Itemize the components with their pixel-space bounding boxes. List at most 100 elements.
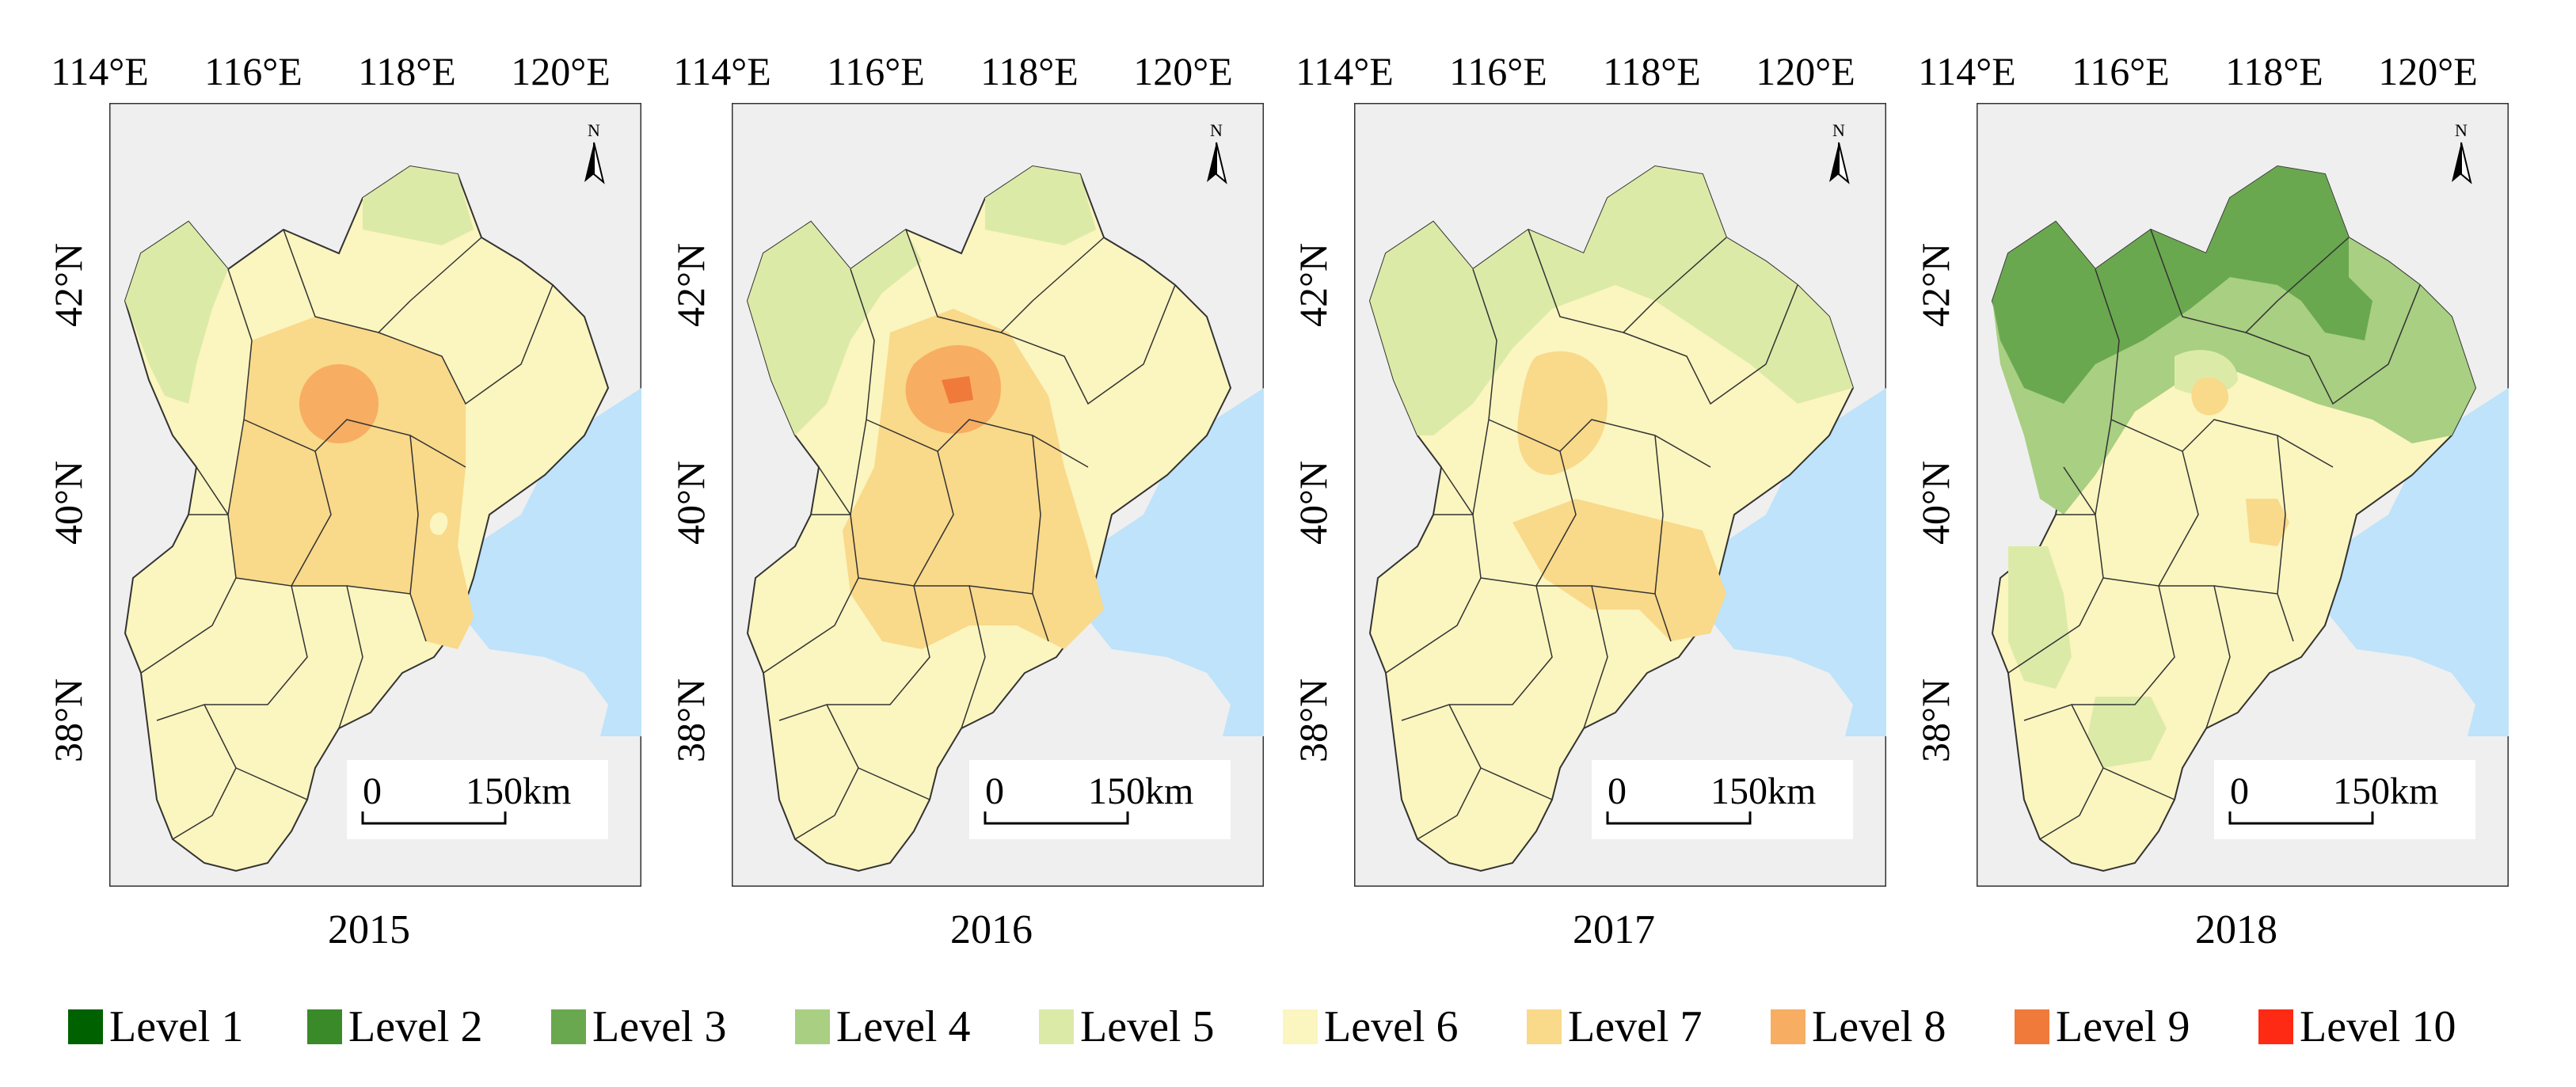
legend-label: Level 3 xyxy=(592,1002,727,1051)
map-panel-2016: 114°E 116°E 118°E 120°E 42°N 40°N 38°N xyxy=(668,48,1284,952)
lat-tick: 38°N xyxy=(46,678,90,763)
legend-item-level-8: Level 8 xyxy=(1771,999,1946,1055)
legend-swatch xyxy=(2258,1009,2293,1044)
lat-tick: 42°N xyxy=(1291,242,1335,328)
lat-tick: 38°N xyxy=(668,678,713,763)
legend-swatch xyxy=(307,1009,342,1044)
map-year-label: 2015 xyxy=(328,907,410,952)
lat-tick: 38°N xyxy=(1291,678,1335,763)
region-level-7 xyxy=(2191,377,2229,416)
lon-tick: 118°E xyxy=(1603,49,1701,93)
region-level-5 xyxy=(125,222,228,404)
map-svg: N 0 150km xyxy=(1354,103,1886,887)
lon-tick: 118°E xyxy=(358,49,456,93)
legend-swatch xyxy=(68,1009,103,1044)
region-level-5 xyxy=(363,166,474,245)
legend-swatch xyxy=(1527,1009,1562,1044)
legend-swatch xyxy=(1771,1009,1805,1044)
legend-label: Level 1 xyxy=(109,1002,244,1051)
legend-label: Level 8 xyxy=(1812,1002,1946,1051)
lat-tick: 38°N xyxy=(1913,678,1958,763)
legend-label: Level 2 xyxy=(348,1002,483,1051)
scale-bar: 0 150km xyxy=(347,760,608,839)
region-level-7 xyxy=(1512,499,1726,641)
scale-dist-label: 150km xyxy=(1088,770,1193,812)
north-arrow: N xyxy=(2452,120,2472,184)
sea-area xyxy=(458,388,641,736)
scale-dist-label: 150km xyxy=(1710,770,1816,812)
sea-area xyxy=(2325,388,2509,736)
scale-bar: 0 150km xyxy=(1592,760,1853,839)
region-level-5 xyxy=(1370,166,1853,435)
lon-tick: 120°E xyxy=(2378,49,2478,93)
region-level-5 xyxy=(985,166,1096,245)
legend-item-level-5: Level 5 xyxy=(1039,999,1214,1055)
legend-label: Level 5 xyxy=(1080,1002,1215,1051)
map-year-label: 2016 xyxy=(950,907,1033,952)
north-label: N xyxy=(588,120,600,140)
legend-label: Level 6 xyxy=(1324,1002,1459,1051)
map-svg: N 0 150km xyxy=(1977,103,2509,887)
legend-item-level-3: Level 3 xyxy=(551,999,726,1055)
lon-tick: 116°E xyxy=(1449,49,1547,93)
scale-dist-label: 150km xyxy=(466,770,571,812)
map-svg: N 0 150km xyxy=(732,103,1264,887)
lat-tick: 42°N xyxy=(46,242,90,328)
north-arrow: N xyxy=(1829,120,1850,184)
lon-tick: 114°E xyxy=(1918,49,2016,93)
legend-label: Level 7 xyxy=(1568,1002,1703,1051)
map-panel-2015: 114°E 116°E 118°E 120°E 42°N 40°N 38°N xyxy=(46,48,662,952)
legend-swatch xyxy=(1283,1009,1318,1044)
legend: Level 1 Level 2 Level 3 Level 4 Level 5 … xyxy=(68,999,2523,1055)
lon-tick: 116°E xyxy=(827,49,925,93)
legend-item-level-7: Level 7 xyxy=(1527,999,1702,1055)
map-year-label: 2017 xyxy=(1573,907,1655,952)
sea-area xyxy=(1703,388,1886,736)
north-label: N xyxy=(1832,120,1845,140)
legend-label: Level 4 xyxy=(836,1002,971,1051)
map-panel-2017: 114°E 116°E 118°E 120°E 42°N 40°N 38°N xyxy=(1291,48,1907,952)
scale-zero-label: 0 xyxy=(2230,770,2249,812)
region-level-5 xyxy=(748,222,922,435)
admin-boundaries xyxy=(140,229,554,840)
lat-tick: 40°N xyxy=(46,460,90,545)
north-arrow: N xyxy=(1207,120,1227,184)
scale-bar: 0 150km xyxy=(2214,760,2475,839)
scale-zero-label: 0 xyxy=(1608,770,1627,812)
legend-item-level-6: Level 6 xyxy=(1283,999,1458,1055)
region-level-5 xyxy=(2008,546,2072,689)
admin-boundaries xyxy=(2007,229,2421,840)
scale-zero-label: 0 xyxy=(985,770,1004,812)
region-level-5 xyxy=(2087,697,2167,768)
north-arrow: N xyxy=(584,120,605,184)
sea-area xyxy=(1080,388,1264,736)
lon-tick: 116°E xyxy=(204,49,302,93)
legend-label: Level 9 xyxy=(2056,1002,2190,1051)
region-level-4 xyxy=(1992,166,2475,515)
lat-tick: 42°N xyxy=(1913,242,1958,328)
admin-boundaries xyxy=(1385,229,1798,840)
lat-tick: 40°N xyxy=(1291,460,1335,545)
map-frame: N 0 150km xyxy=(109,103,641,887)
map-svg: N 0 150km xyxy=(109,103,641,887)
lat-tick: 40°N xyxy=(668,460,713,545)
lat-tick: 42°N xyxy=(668,242,713,328)
region-level-3 xyxy=(1992,166,2372,404)
map-frame: N 0 150km xyxy=(732,103,1264,887)
lon-tick: 114°E xyxy=(51,49,149,93)
legend-label: Level 10 xyxy=(2300,1002,2456,1051)
map-frame: N 0 150km xyxy=(1354,103,1886,887)
legend-item-level-4: Level 4 xyxy=(795,999,970,1055)
legend-item-level-9: Level 9 xyxy=(2015,999,2190,1055)
lon-tick: 114°E xyxy=(673,49,771,93)
lat-tick: 40°N xyxy=(1913,460,1958,545)
region-level-8 xyxy=(299,364,379,443)
scale-dist-label: 150km xyxy=(2333,770,2438,812)
map-frame: N 0 150km xyxy=(1977,103,2509,887)
lon-tick: 120°E xyxy=(1756,49,1855,93)
legend-item-level-1: Level 1 xyxy=(68,999,243,1055)
legend-swatch xyxy=(1039,1009,1074,1044)
legend-swatch xyxy=(795,1009,830,1044)
map-panel-2018: 114°E 116°E 118°E 120°E 42°N 40°N 38°N xyxy=(1913,48,2529,952)
